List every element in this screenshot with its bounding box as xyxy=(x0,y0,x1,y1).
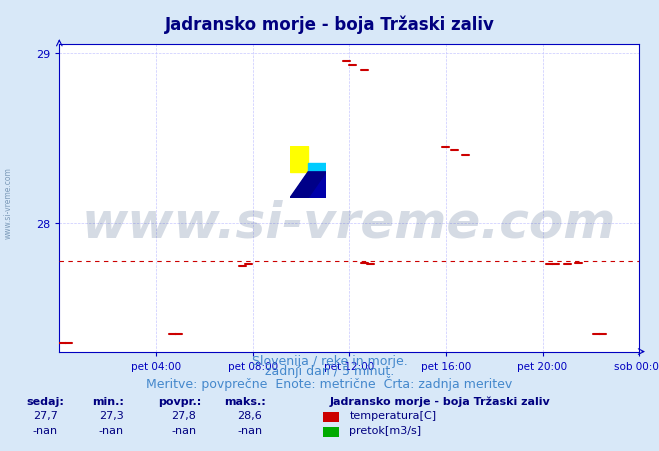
Text: -nan: -nan xyxy=(99,425,124,435)
Text: pretok[m3/s]: pretok[m3/s] xyxy=(349,425,421,435)
Text: zadnji dan / 5 minut.: zadnji dan / 5 minut. xyxy=(265,364,394,377)
Polygon shape xyxy=(290,172,326,198)
Text: Jadransko morje - boja Tržaski zaliv: Jadransko morje - boja Tržaski zaliv xyxy=(330,395,550,405)
Text: 27,8: 27,8 xyxy=(171,410,196,420)
Text: Jadransko morje - boja Tržaski zaliv: Jadransko morje - boja Tržaski zaliv xyxy=(165,16,494,34)
Text: -nan: -nan xyxy=(171,425,196,435)
Polygon shape xyxy=(290,172,326,198)
Text: 27,3: 27,3 xyxy=(99,410,124,420)
Text: -nan: -nan xyxy=(237,425,262,435)
FancyBboxPatch shape xyxy=(308,164,326,198)
Text: www.si-vreme.com: www.si-vreme.com xyxy=(82,199,616,247)
Text: min.:: min.: xyxy=(92,396,124,405)
Text: -nan: -nan xyxy=(33,425,58,435)
Text: 28,6: 28,6 xyxy=(237,410,262,420)
Text: www.si-vreme.com: www.si-vreme.com xyxy=(3,167,13,239)
Text: maks.:: maks.: xyxy=(224,396,266,405)
Text: temperatura[C]: temperatura[C] xyxy=(349,410,436,420)
Text: Slovenija / reke in morje.: Slovenija / reke in morje. xyxy=(252,354,407,367)
Text: povpr.:: povpr.: xyxy=(158,396,202,405)
Text: sedaj:: sedaj: xyxy=(26,396,64,405)
FancyBboxPatch shape xyxy=(290,147,308,172)
Text: 27,7: 27,7 xyxy=(33,410,58,420)
Text: Meritve: povprečne  Enote: metrične  Črta: zadnja meritev: Meritve: povprečne Enote: metrične Črta:… xyxy=(146,375,513,390)
